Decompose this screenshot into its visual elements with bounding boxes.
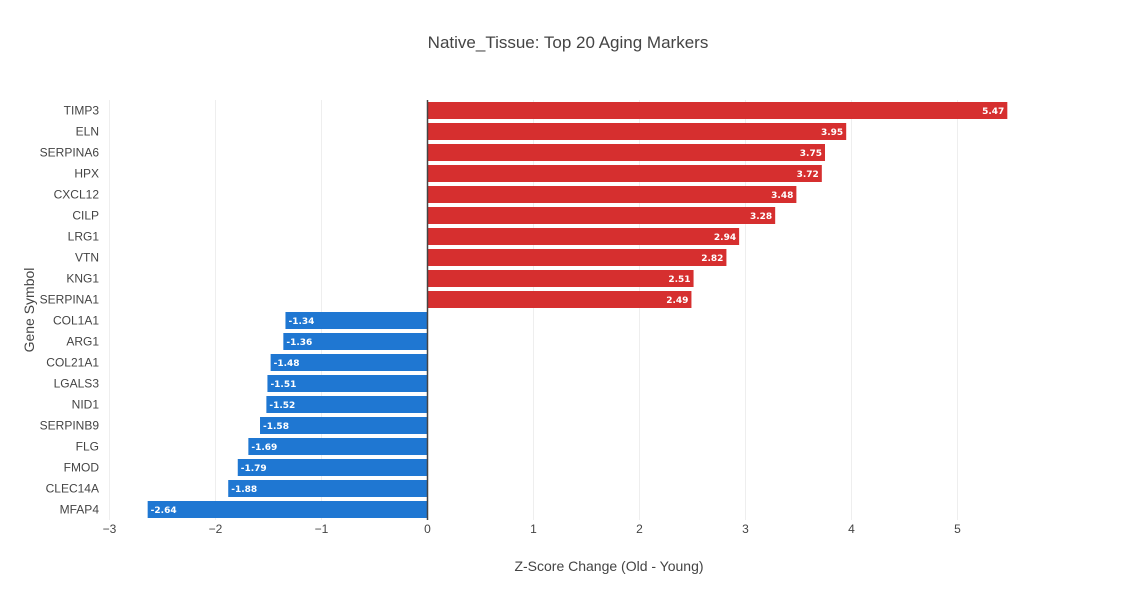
category-labels: TIMP3 ELN SERPINA6 HPX CXCL12 CILP LRG1 VTN KNG1…	[40, 104, 100, 517]
value-label: 3.72	[797, 170, 819, 180]
value-label: 2.94	[714, 233, 736, 243]
bar	[270, 354, 428, 371]
x-tick-label: −1	[315, 522, 329, 536]
category-label: SERPINA1	[40, 293, 100, 307]
bar	[427, 249, 727, 266]
category-label: SERPINA6	[40, 146, 100, 160]
grid-lines	[109, 100, 958, 520]
value-label: -1.51	[270, 380, 296, 390]
bar	[283, 333, 428, 350]
value-label: -1.79	[241, 464, 267, 474]
category-label: FMOD	[64, 461, 100, 475]
value-label: 3.28	[750, 212, 772, 222]
category-label: CLEC14A	[46, 482, 99, 496]
value-label: -1.36	[286, 338, 312, 348]
x-axis-label: Z-Score Change (Old - Young)	[514, 558, 704, 574]
value-label: -2.64	[151, 506, 177, 516]
bar	[427, 291, 692, 308]
value-label: -1.34	[288, 317, 314, 327]
value-labels: 5.47 3.95 3.75 3.72 3.48 3.28 2.94 2.82 2.51 2.49…	[151, 107, 1005, 516]
category-label: KNG1	[66, 272, 99, 286]
value-label: 5.47	[982, 107, 1004, 117]
x-tick-label: −3	[103, 522, 117, 536]
value-label: -1.48	[274, 359, 300, 369]
value-label: -1.52	[269, 401, 295, 411]
category-label: LGALS3	[54, 377, 100, 391]
bars	[147, 102, 1008, 518]
x-tick-label: 4	[848, 522, 855, 536]
value-label: 3.95	[821, 128, 843, 138]
x-tick-label: 5	[954, 522, 961, 536]
category-label: NID1	[72, 398, 100, 412]
category-label: MFAP4	[60, 503, 100, 517]
category-label: VTN	[75, 251, 99, 265]
category-label: ELN	[76, 125, 99, 139]
bar	[228, 480, 428, 497]
bar	[260, 417, 428, 434]
chart-title: Native_Tissue: Top 20 Aging Markers	[427, 33, 709, 52]
category-label: CXCL12	[54, 188, 100, 202]
bar	[248, 438, 428, 455]
x-tick-label: 2	[636, 522, 643, 536]
category-label: TIMP3	[64, 104, 100, 118]
x-tick-label: 1	[530, 522, 537, 536]
bar	[285, 312, 428, 329]
category-label: COL21A1	[46, 356, 99, 370]
value-label: 2.49	[666, 296, 688, 306]
bar	[147, 501, 428, 518]
value-label: -1.58	[263, 422, 289, 432]
x-tick-label: 0	[424, 522, 431, 536]
category-label: FLG	[76, 440, 99, 454]
value-label: 2.51	[668, 275, 690, 285]
bar	[237, 459, 428, 476]
category-label: SERPINB9	[40, 419, 100, 433]
x-tick-labels: −3 −2 −1 0 1 2 3 4 5	[103, 522, 962, 536]
bar	[266, 396, 428, 413]
bar	[427, 144, 825, 161]
bar	[267, 375, 428, 392]
category-label: LRG1	[68, 230, 100, 244]
bar	[427, 228, 740, 245]
category-label: ARG1	[66, 335, 99, 349]
value-label: 2.82	[701, 254, 723, 264]
bar	[427, 207, 776, 224]
bar	[427, 270, 694, 287]
bar	[427, 123, 847, 140]
category-label: COL1A1	[53, 314, 99, 328]
bar	[427, 102, 1008, 119]
value-label: -1.88	[231, 485, 257, 495]
value-label: 3.75	[800, 149, 822, 159]
bar	[427, 186, 797, 203]
category-label: HPX	[74, 167, 99, 181]
value-label: -1.69	[251, 443, 277, 453]
x-tick-label: −2	[209, 522, 223, 536]
category-label: CILP	[72, 209, 99, 223]
x-tick-label: 3	[742, 522, 749, 536]
bar	[427, 165, 822, 182]
value-label: 3.48	[771, 191, 793, 201]
